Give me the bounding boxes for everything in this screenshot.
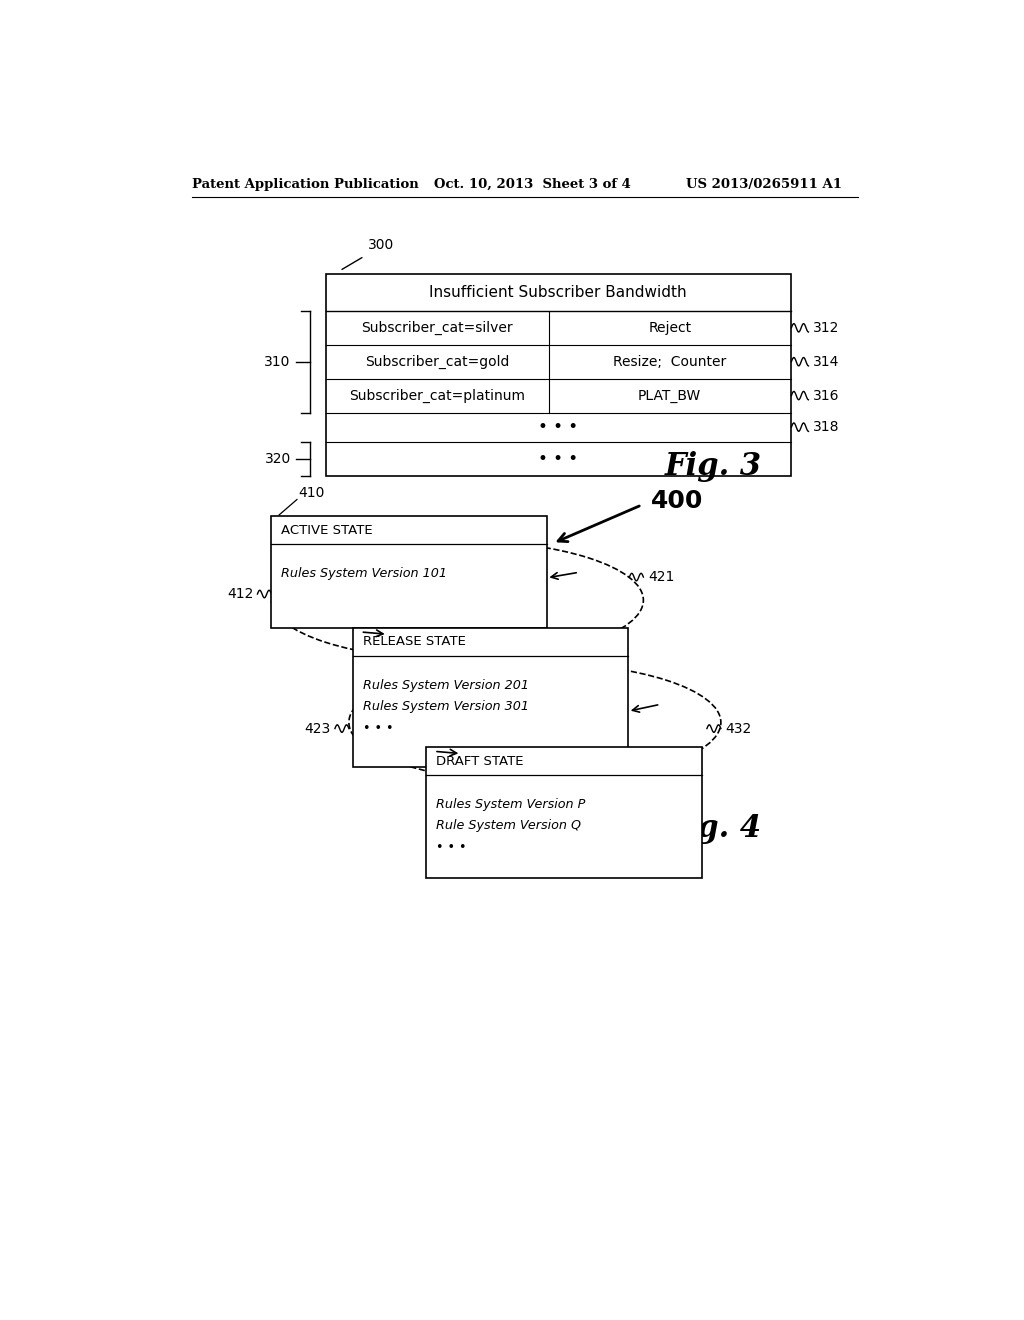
Text: Rules System Version 201: Rules System Version 201: [362, 678, 528, 692]
Text: PLAT_BW: PLAT_BW: [638, 388, 701, 403]
Text: 320: 320: [264, 451, 291, 466]
Text: 410: 410: [299, 486, 325, 499]
Text: 412: 412: [227, 587, 254, 601]
Text: Fig. 3: Fig. 3: [665, 451, 762, 482]
Text: Oct. 10, 2013  Sheet 3 of 4: Oct. 10, 2013 Sheet 3 of 4: [434, 178, 631, 190]
Text: Fig. 4: Fig. 4: [665, 813, 762, 843]
Text: • • •: • • •: [538, 418, 579, 436]
Text: Rule System Version Q: Rule System Version Q: [436, 820, 582, 833]
Text: • • •: • • •: [436, 841, 467, 854]
Text: Rules System Version 101: Rules System Version 101: [282, 566, 447, 579]
Text: Subscriber_cat=gold: Subscriber_cat=gold: [365, 355, 509, 368]
Text: Patent Application Publication: Patent Application Publication: [191, 178, 418, 190]
Text: 430: 430: [454, 717, 480, 730]
Text: Rules System Version P: Rules System Version P: [436, 797, 586, 810]
Text: • • •: • • •: [362, 722, 393, 735]
Text: 400: 400: [651, 488, 703, 513]
Bar: [326, 275, 791, 475]
Text: ACTIVE STATE: ACTIVE STATE: [282, 524, 373, 537]
Bar: [352, 628, 628, 767]
Text: Insufficient Subscriber Bandwidth: Insufficient Subscriber Bandwidth: [429, 285, 687, 300]
Text: 421: 421: [648, 570, 675, 583]
Text: • • •: • • •: [538, 450, 579, 467]
Bar: [426, 747, 701, 878]
Text: 314: 314: [813, 355, 840, 368]
Text: 423: 423: [305, 722, 331, 735]
Text: Reject: Reject: [648, 321, 691, 335]
Text: 310: 310: [264, 355, 291, 368]
Text: US 2013/0265911 A1: US 2013/0265911 A1: [686, 178, 842, 190]
Text: 300: 300: [369, 239, 394, 252]
Bar: [271, 516, 547, 628]
Text: 420: 420: [380, 597, 407, 611]
Text: 318: 318: [813, 420, 840, 434]
Text: 316: 316: [813, 388, 840, 403]
Text: 312: 312: [813, 321, 840, 335]
Text: 432: 432: [726, 722, 752, 735]
Text: Rules System Version 301: Rules System Version 301: [362, 700, 528, 713]
Text: Resize;  Counter: Resize; Counter: [613, 355, 726, 368]
Text: RELEASE STATE: RELEASE STATE: [362, 635, 466, 648]
Text: DRAFT STATE: DRAFT STATE: [436, 755, 524, 768]
Text: Subscriber_cat=platinum: Subscriber_cat=platinum: [349, 388, 525, 403]
Text: Subscriber_cat=silver: Subscriber_cat=silver: [361, 321, 513, 335]
